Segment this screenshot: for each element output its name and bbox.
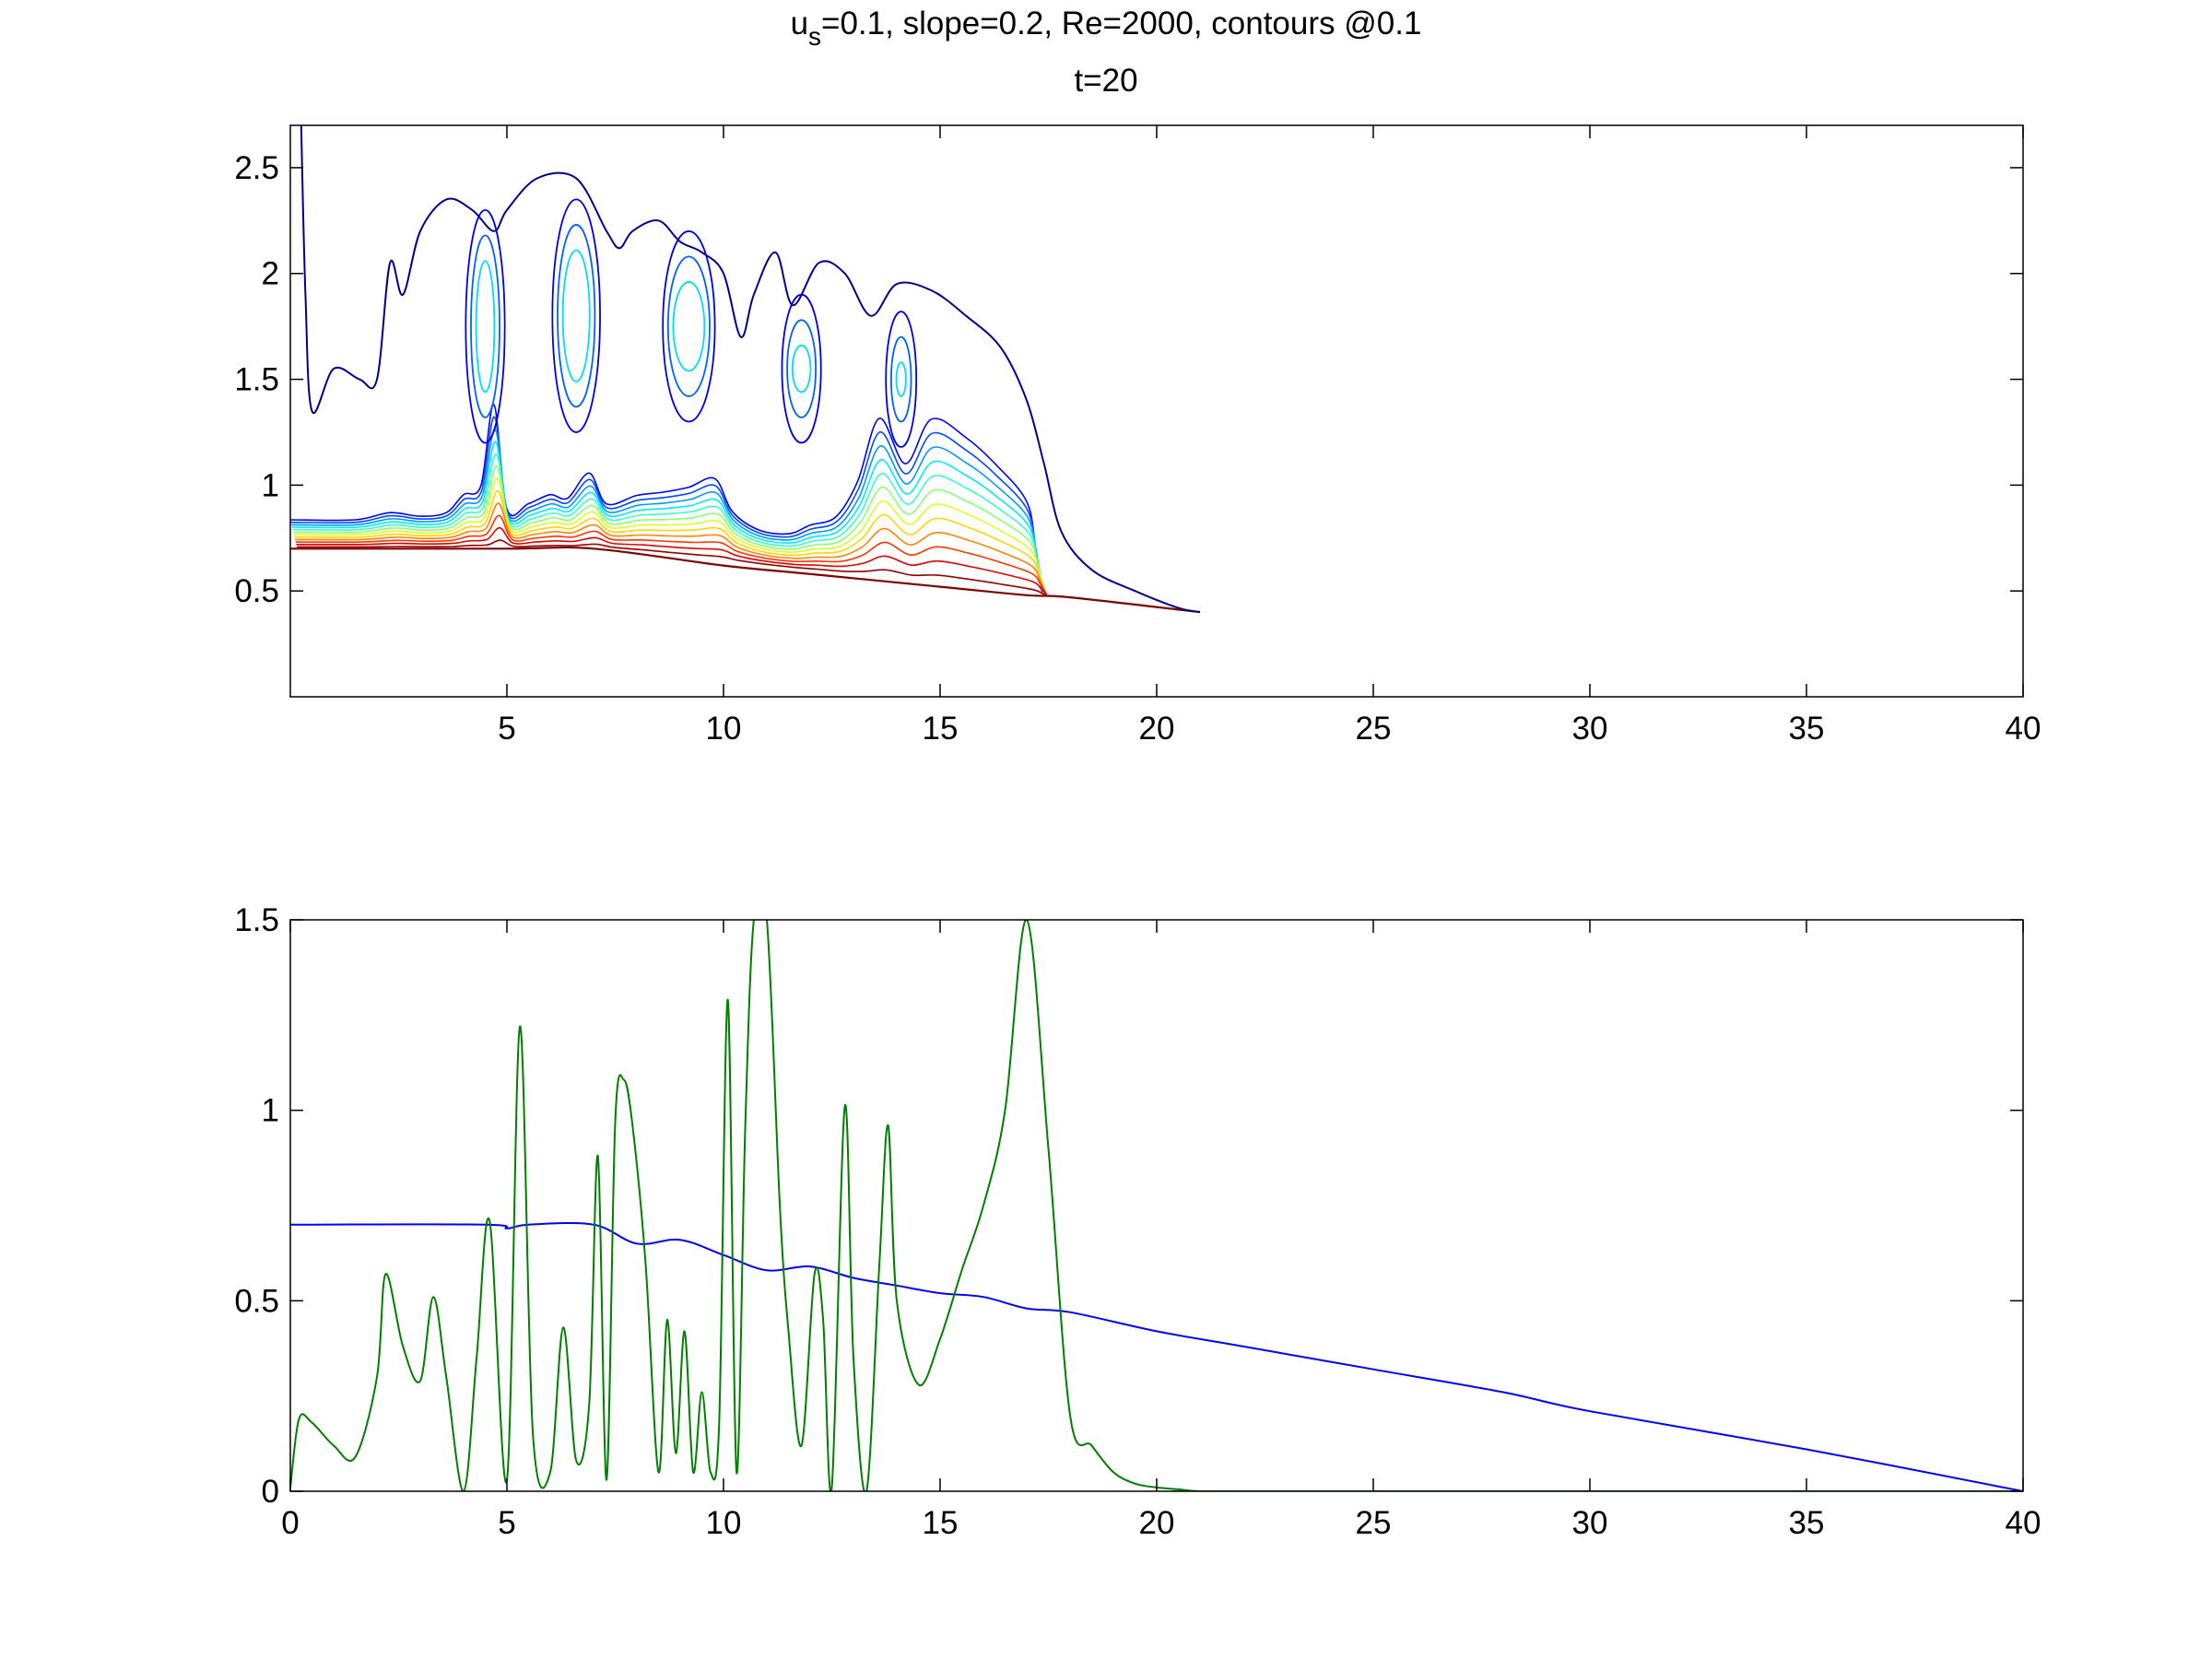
top-ytick-label: 1 — [262, 467, 279, 503]
vortex-contour — [561, 249, 591, 382]
contour-level — [295, 502, 1048, 596]
top-y-axis: 0.5 1 1.5 2 2.5 — [234, 150, 2023, 609]
bottom-xtick-label: 0 — [281, 1505, 299, 1541]
bottom-ytick-label: 1 — [262, 1093, 279, 1129]
bottom-xtick-label: 35 — [1789, 1505, 1825, 1541]
series-line-blue — [290, 1221, 2023, 1491]
contour-lines — [290, 125, 1201, 614]
bottom-axes-box — [289, 919, 2024, 1492]
bottom-boundary — [290, 546, 1201, 614]
bottom-xtick-label: 15 — [923, 1505, 959, 1541]
vortex-contour — [672, 281, 706, 372]
contour-level — [290, 404, 1043, 593]
top-xtick-label: 35 — [1789, 711, 1825, 747]
bottom-xtick-label: 5 — [498, 1505, 515, 1541]
bottom-ytick-label: 1.5 — [234, 902, 279, 938]
title-subscript: s — [808, 22, 822, 51]
top-xtick-label: 25 — [1356, 711, 1392, 747]
contour-level — [293, 465, 1046, 594]
contour-level — [294, 489, 1047, 595]
chart-title: us=0.1, slope=0.2, Re=2000, contours @0.… — [0, 6, 2212, 52]
vortex-contour — [666, 255, 711, 397]
contour-level — [295, 514, 1048, 596]
top-ytick-label: 2 — [262, 256, 279, 292]
top-xtick-label: 15 — [923, 711, 959, 747]
bottom-xtick-label: 40 — [2006, 1505, 2041, 1541]
vortex-contour — [786, 319, 818, 418]
top-xtick-label: 10 — [706, 711, 742, 747]
vortex-contour — [662, 229, 716, 423]
vortex-contour — [551, 198, 601, 433]
top-xtick-label: 20 — [1139, 711, 1175, 747]
top-axes-box — [289, 124, 2024, 698]
line-plot: 0 5 10 15 20 25 30 35 40 0 0.5 1 1.5 — [234, 902, 2041, 1541]
vortex-contour — [475, 260, 496, 394]
vortex-contour — [781, 293, 822, 444]
top-xtick-label: 30 — [1572, 711, 1608, 747]
top-xtick-label: 40 — [2006, 711, 2041, 747]
bottom-y-axis: 0 0.5 1 1.5 — [234, 902, 2023, 1510]
vortex-contour — [557, 224, 596, 408]
title-rest: =0.1, slope=0.2, Re=2000, contours @0.1 — [821, 6, 1422, 41]
chart-subtitle: t=20 — [1074, 63, 1138, 99]
series-line-green — [290, 920, 2023, 1491]
bottom-x-axis: 0 5 10 15 20 25 30 35 40 — [281, 920, 2041, 1541]
vortex-contour — [465, 208, 506, 444]
vortex-contour — [895, 361, 907, 397]
vortex-contour — [470, 234, 500, 418]
contour-plot: 5 10 15 20 25 30 35 40 0.5 1 1.5 2 2.5 — [234, 124, 2041, 747]
top-ytick-label: 2.5 — [234, 150, 279, 186]
bottom-ytick-label: 0.5 — [234, 1283, 279, 1319]
bottom-ytick-label: 0 — [262, 1474, 279, 1510]
bottom-xtick-label: 25 — [1356, 1505, 1392, 1541]
vortex-contour — [885, 311, 918, 448]
top-ytick-label: 0.5 — [234, 573, 279, 609]
contour-level — [291, 428, 1044, 594]
top-ytick-label: 1.5 — [234, 362, 279, 398]
contour-level — [297, 539, 1049, 597]
vortex-contour — [791, 344, 812, 394]
outer-contour — [300, 125, 1201, 614]
contour-level — [291, 441, 1045, 594]
bottom-xtick-label: 30 — [1572, 1505, 1608, 1541]
vortex-contour — [889, 335, 912, 423]
contour-level — [292, 453, 1045, 594]
contour-level — [296, 526, 1049, 597]
bottom-xtick-label: 10 — [706, 1505, 742, 1541]
top-xtick-label: 5 — [498, 711, 515, 747]
contour-level — [290, 416, 1043, 593]
contour-level — [293, 477, 1047, 595]
bottom-xtick-label: 20 — [1139, 1505, 1175, 1541]
line-series — [290, 920, 2023, 1491]
top-x-axis: 5 10 15 20 25 30 35 40 — [498, 125, 2041, 747]
title-u: u — [790, 6, 809, 41]
